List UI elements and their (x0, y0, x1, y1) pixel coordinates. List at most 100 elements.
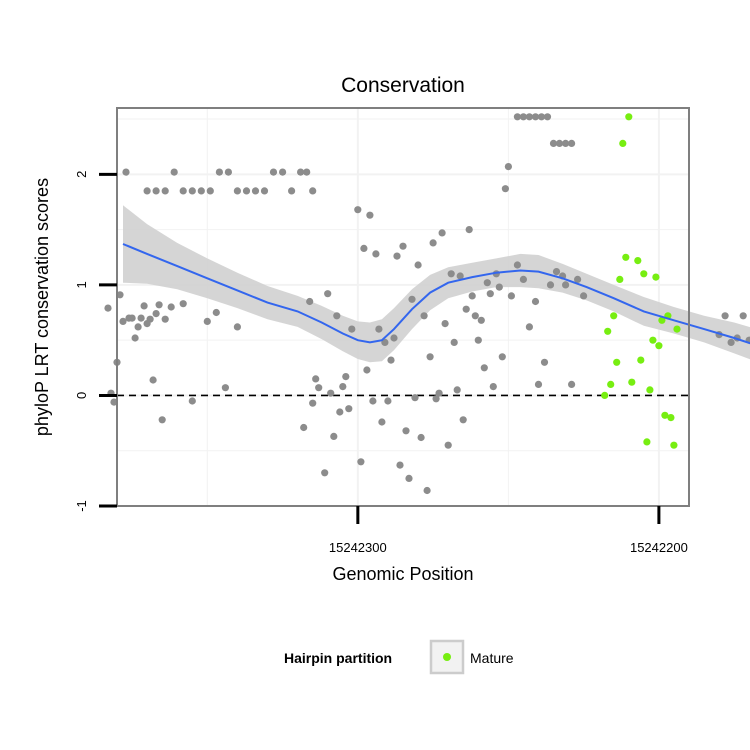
point-other (336, 408, 344, 416)
point-other (330, 432, 338, 440)
point-other (339, 383, 347, 391)
y-axis-title: phyloP LRT conservation scores (32, 178, 52, 436)
point-other (233, 323, 241, 331)
panel-border (116, 107, 690, 507)
point-other (739, 312, 747, 320)
point-other (568, 380, 576, 388)
point-other (531, 297, 540, 306)
point-other (188, 397, 196, 405)
point-other (501, 185, 509, 193)
point-other (408, 295, 416, 303)
point-other (327, 389, 335, 397)
point-other (312, 375, 320, 383)
point-mature (637, 356, 645, 364)
point-other (369, 397, 377, 405)
point-other (513, 113, 522, 121)
point-other (269, 168, 278, 176)
point-other (212, 308, 220, 317)
point-mature (667, 414, 675, 422)
point-other (429, 239, 437, 247)
point-other (152, 187, 160, 195)
point-other (384, 397, 392, 405)
point-mature (670, 441, 678, 449)
point-other (549, 139, 558, 147)
point-other (224, 168, 232, 176)
point-other (131, 334, 139, 342)
point-mature (622, 253, 630, 261)
point-other (465, 226, 473, 234)
point-other (170, 168, 178, 176)
point-other (447, 270, 455, 278)
point-other (525, 323, 534, 331)
point-other (580, 292, 588, 300)
point-other (562, 281, 570, 289)
point-other (432, 395, 440, 403)
point-other (179, 187, 187, 195)
point-other (306, 297, 314, 306)
point-mature (613, 358, 621, 366)
point-other (146, 315, 154, 323)
point-other (104, 304, 112, 312)
point-other (360, 244, 368, 252)
point-other (158, 416, 166, 424)
point-other (387, 356, 395, 364)
point-mature (640, 270, 648, 278)
x-tick-label: 15242200 (630, 540, 688, 555)
point-other (363, 366, 371, 374)
point-other (462, 305, 470, 313)
x-axis-title: Genomic Position (332, 564, 473, 584)
x-tick-label: 15242300 (329, 540, 387, 555)
point-other (480, 364, 488, 372)
point-other (468, 292, 476, 300)
point-other (507, 292, 515, 300)
point-other (206, 187, 214, 195)
point-other (375, 325, 383, 333)
point-other (546, 281, 555, 289)
point-other (152, 310, 160, 318)
point-other (309, 399, 317, 407)
point-other (288, 187, 296, 195)
point-mature (643, 438, 651, 446)
point-other (303, 168, 311, 176)
confidence-band (123, 205, 750, 363)
point-other (366, 211, 374, 219)
point-other (555, 139, 564, 147)
point-mature (661, 411, 669, 419)
smooth-line (122, 243, 750, 345)
point-other (140, 302, 148, 310)
point-other (333, 312, 341, 320)
point-other (552, 268, 561, 276)
point-other (354, 206, 362, 214)
point-other (197, 187, 205, 195)
point-other (483, 279, 491, 287)
point-other (161, 315, 169, 323)
point-other (221, 384, 229, 392)
point-other (411, 394, 419, 402)
point-other (251, 187, 260, 195)
point-other (727, 338, 735, 346)
point-other (372, 250, 380, 258)
point-other (471, 312, 479, 320)
point-other (390, 334, 398, 342)
point-other (297, 168, 305, 176)
point-mature (604, 327, 612, 335)
point-other (324, 290, 332, 298)
point-other (396, 461, 404, 469)
chart-title: Conservation (341, 74, 465, 97)
point-other (381, 338, 389, 346)
point-other (161, 187, 169, 195)
point-other (474, 336, 482, 344)
point-other (155, 301, 163, 309)
point-other (519, 275, 528, 283)
point-other (562, 139, 570, 147)
y-tick-label: 2 (74, 171, 89, 178)
point-other (540, 358, 549, 366)
point-other (525, 113, 534, 121)
plot-panel (104, 107, 750, 507)
point-mature (607, 380, 615, 388)
point-other (393, 252, 401, 260)
point-mature (616, 275, 624, 283)
point-other (405, 474, 413, 482)
point-other (543, 113, 552, 121)
